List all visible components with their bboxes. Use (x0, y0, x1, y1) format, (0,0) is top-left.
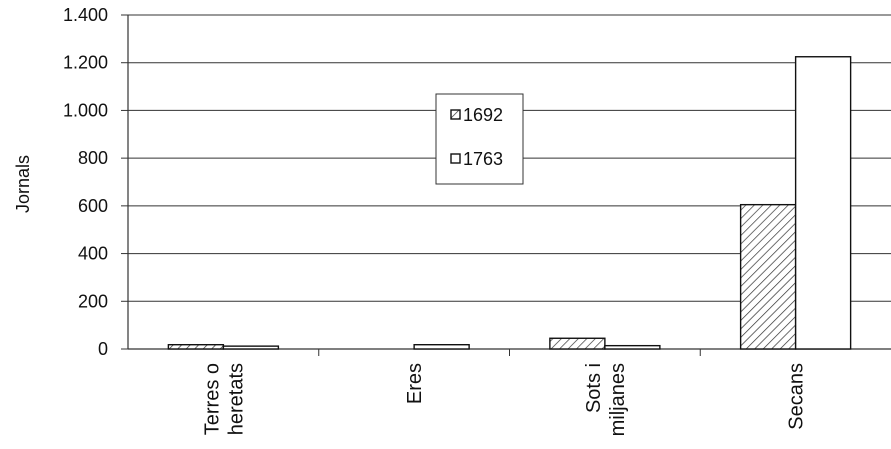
y-tick-label: 800 (78, 148, 108, 168)
bar-1763 (605, 346, 660, 349)
y-tick-label: 600 (78, 196, 108, 216)
legend-label: 1763 (463, 149, 503, 169)
x-tick-label: heretats (225, 363, 247, 435)
bar-1763 (796, 57, 851, 349)
legend-swatch-1692 (451, 110, 460, 119)
legend-swatch-1763 (451, 154, 460, 163)
tick-labels: 0 200 400 600 800 1.000 1.200 1.400 Jornals Terre… (13, 5, 808, 436)
x-tick-label: miljanes (607, 363, 629, 436)
y-tick-label: 200 (78, 291, 108, 311)
bar-1763 (223, 346, 278, 349)
legend-label: 1692 (463, 105, 503, 125)
x-tick-label: Terres o (201, 363, 223, 435)
x-tick-label: Secans (786, 363, 808, 430)
y-axis-label: Jornals (13, 155, 33, 213)
bar-1692 (168, 345, 223, 349)
x-tick-label: Sots i (583, 363, 605, 413)
legend: 1692 1763 (436, 94, 523, 184)
bar-1692 (550, 338, 605, 349)
x-tick-label: Eres (404, 363, 426, 404)
y-tick-label: 1.400 (63, 5, 108, 25)
bar-1763 (414, 345, 469, 349)
bar-1692 (741, 205, 796, 349)
y-tick-label: 400 (78, 244, 108, 264)
y-tick-label: 0 (98, 339, 108, 359)
y-tick-label: 1.200 (63, 53, 108, 73)
y-tick-label: 1.000 (63, 100, 108, 120)
